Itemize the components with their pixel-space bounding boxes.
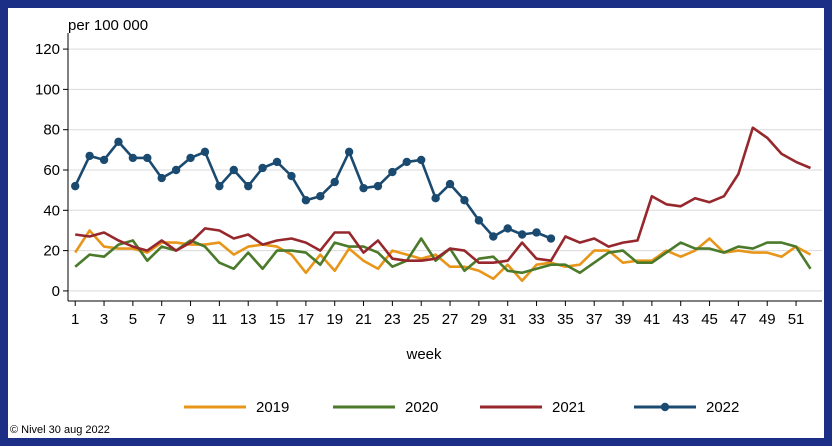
legend-label-2019: 2019 [256, 399, 289, 416]
x-tick-label: 49 [759, 311, 776, 328]
x-tick-label: 41 [644, 311, 661, 328]
data-point-2022 [128, 153, 138, 163]
x-tick-label: 5 [129, 311, 137, 328]
x-tick-label: 31 [499, 311, 516, 328]
x-tick-label: 29 [471, 311, 488, 328]
x-tick-label: 1 [71, 311, 79, 328]
gridlines [68, 48, 822, 292]
y-tick-label: 20 [43, 243, 60, 260]
legend-item-2020: 2020 [333, 399, 438, 416]
x-tick-label: 43 [672, 311, 689, 328]
data-point-2022 [287, 171, 296, 181]
legend-item-2022: 2022 [634, 399, 739, 416]
x-tick-label: 37 [586, 311, 603, 328]
y-axis-label: per 100 000 [68, 17, 148, 34]
x-tick-label: 25 [413, 311, 430, 328]
series-line-2020 [74, 237, 812, 275]
data-point-2022 [99, 155, 109, 165]
y-tick-label: 120 [35, 41, 60, 58]
data-point-2022 [460, 196, 469, 205]
data-point-2022 [546, 234, 556, 243]
data-point-2022 [272, 157, 282, 167]
x-tick-label: 17 [298, 311, 315, 328]
data-point-2022 [114, 137, 123, 146]
data-point-2022 [244, 181, 253, 191]
data-point-2022 [474, 216, 484, 225]
data-point-2022 [215, 181, 224, 191]
credit-note: © Nivel 30 aug 2022 [10, 424, 110, 436]
x-axis-label: week [405, 346, 442, 363]
data-point-2022 [532, 228, 541, 237]
y-tick-label: 80 [43, 122, 60, 139]
y-tick-label: 0 [52, 283, 60, 300]
legend-label-2020: 2020 [405, 399, 438, 416]
data-point-2022 [359, 183, 368, 193]
x-tick-label: 35 [557, 311, 574, 328]
data-point-2022 [417, 155, 426, 165]
data-point-2022 [330, 177, 339, 187]
x-tick-label: 47 [730, 311, 747, 328]
y-tick-label: 40 [43, 202, 60, 219]
data-point-2022 [517, 230, 527, 239]
series-line-2022 [74, 140, 552, 240]
data-point-2022 [301, 196, 311, 205]
axes [67, 33, 822, 302]
x-tick-label: 3 [100, 311, 108, 328]
x-ticks: 1 3 5 7 9 11 13 15 17 19 21 23 25 27 29 31 33 35 37 39 41 43 4… [71, 301, 804, 328]
data-point-2022 [489, 232, 498, 241]
x-tick-label: 23 [384, 311, 401, 328]
data-point-2022 [344, 147, 354, 157]
x-tick-label: 11 [212, 311, 228, 328]
x-tick-label: 7 [158, 311, 166, 328]
legend-item-2019: 2019 [184, 399, 289, 416]
legend-marker-2022 [660, 402, 670, 412]
legend-label-2021: 2021 [552, 399, 585, 416]
legend-item-2021: 2021 [480, 399, 585, 416]
x-tick-label: 39 [615, 311, 632, 328]
series-lines [71, 126, 812, 283]
data-point-2022 [316, 192, 325, 201]
x-tick-label: 45 [701, 311, 718, 328]
data-point-2022 [71, 181, 80, 191]
data-point-2022 [388, 167, 397, 177]
data-point-2022 [258, 163, 267, 173]
series-line-2021 [75, 126, 812, 264]
data-point-2022 [85, 151, 94, 161]
data-point-2022 [186, 153, 195, 163]
data-point-2022 [373, 181, 383, 191]
data-point-2022 [171, 165, 181, 175]
data-point-2022 [503, 224, 512, 233]
y-tick-label: 100 [35, 81, 60, 98]
data-point-2022 [157, 173, 166, 183]
legend: 2019 2020 2021 2022 [184, 399, 739, 416]
series-2021 [75, 126, 812, 264]
x-tick-label: 9 [186, 311, 194, 328]
data-point-2022 [431, 194, 440, 203]
data-point-2022 [143, 153, 152, 163]
x-tick-label: 27 [442, 311, 459, 328]
x-tick-label: 21 [355, 311, 372, 328]
x-tick-label: 19 [326, 311, 343, 328]
legend-label-2022: 2022 [706, 399, 739, 416]
y-ticks: 0 20 40 60 80 100 120 [35, 41, 68, 300]
data-point-2022 [200, 147, 210, 157]
x-tick-label: 15 [269, 311, 286, 328]
data-point-2022 [229, 165, 238, 175]
x-tick-label: 13 [240, 311, 257, 328]
y-tick-label: 60 [43, 162, 60, 179]
series-2022 [71, 137, 556, 243]
x-tick-label: 33 [528, 311, 545, 328]
data-point-2022 [402, 157, 411, 167]
data-point-2022 [445, 179, 455, 189]
x-tick-label: 51 [788, 311, 805, 328]
series-2020 [74, 237, 812, 275]
chart-panel: per 100 000 0 20 40 60 80 100 120 1 3 5 7 9 11 13 15 1… [8, 8, 824, 438]
